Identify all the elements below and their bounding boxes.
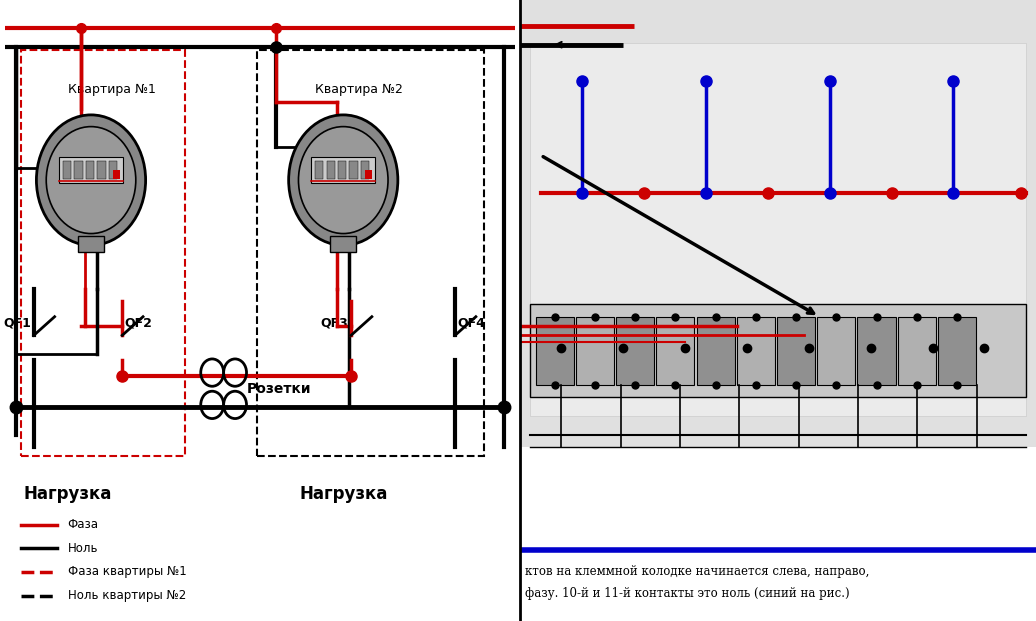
Bar <box>737 317 775 385</box>
Bar <box>817 317 856 385</box>
Text: QF3: QF3 <box>321 317 348 329</box>
Bar <box>338 161 346 179</box>
Text: ктов на клеммной колодке начинается слева, направо,: ктов на клеммной колодке начинается слев… <box>525 565 869 578</box>
Circle shape <box>36 115 146 245</box>
Bar <box>361 161 369 179</box>
Circle shape <box>47 127 136 233</box>
Text: QF1: QF1 <box>3 317 31 329</box>
Text: Квартира №1: Квартира №1 <box>68 83 155 96</box>
Text: Квартира №2: Квартира №2 <box>315 83 403 96</box>
Text: QF4: QF4 <box>458 317 486 329</box>
Text: Фаза: Фаза <box>67 519 98 531</box>
Circle shape <box>289 115 398 245</box>
Bar <box>576 317 614 385</box>
Bar <box>75 161 83 179</box>
Bar <box>326 161 335 179</box>
Text: Розетки: Розетки <box>247 382 312 396</box>
Bar <box>616 317 654 385</box>
Text: QF2: QF2 <box>124 317 152 329</box>
Bar <box>530 43 1026 416</box>
Text: фазу. 10-й и 11-й контакты это ноль (синий на рис.): фазу. 10-й и 11-й контакты это ноль (син… <box>525 587 850 600</box>
Circle shape <box>298 127 388 233</box>
Bar <box>311 157 375 183</box>
Bar <box>898 317 936 385</box>
Bar <box>86 161 94 179</box>
Bar <box>97 161 106 179</box>
Bar <box>315 161 323 179</box>
Bar <box>349 161 357 179</box>
Bar <box>330 236 356 252</box>
Bar <box>536 317 574 385</box>
Bar <box>656 317 694 385</box>
Bar <box>59 157 123 183</box>
Bar <box>696 317 735 385</box>
Bar <box>257 50 484 456</box>
Bar <box>113 170 119 179</box>
Bar <box>938 317 976 385</box>
Bar <box>520 0 1036 447</box>
Bar <box>777 317 815 385</box>
Bar <box>365 170 372 179</box>
Bar <box>63 161 71 179</box>
Text: Фаза квартиры №1: Фаза квартиры №1 <box>67 566 186 578</box>
Bar <box>78 236 104 252</box>
Bar <box>21 50 184 456</box>
Bar <box>530 304 1026 397</box>
Text: Нагрузка: Нагрузка <box>299 485 387 502</box>
Text: Ноль квартиры №2: Ноль квартиры №2 <box>67 589 185 602</box>
Text: Нагрузка: Нагрузка <box>24 485 112 502</box>
Text: Ноль: Ноль <box>67 542 98 555</box>
Bar <box>109 161 117 179</box>
Bar <box>858 317 896 385</box>
